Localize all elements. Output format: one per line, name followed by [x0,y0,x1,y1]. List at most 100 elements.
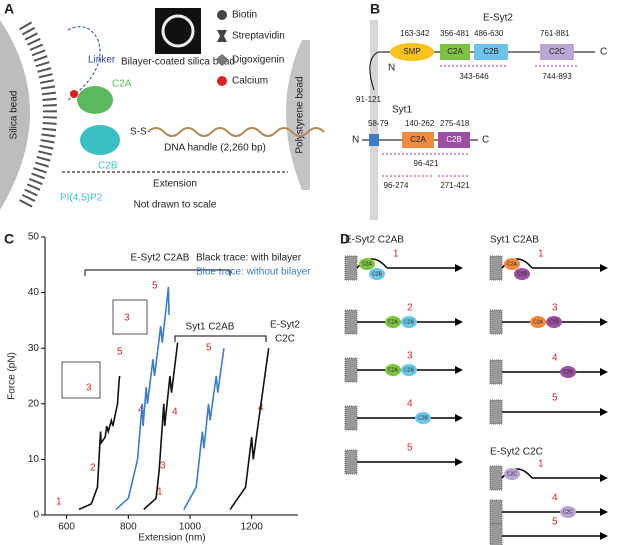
x-tick-label: 800 [120,522,137,533]
bracket [174,335,267,342]
annotation: E-Syt2 C2AB [131,253,190,264]
state-label: 4 [552,353,558,364]
trace [183,348,225,510]
range: 58-79 [368,119,389,128]
bead-caption: Bilayer-coated silica bead [121,57,235,68]
legend-icon [217,30,227,42]
domain [438,132,470,148]
panel-a: A Silica bead Polystyrene bead Linker C2… [0,1,325,211]
domain [514,268,530,280]
group-title: Syt1 C2AB [490,235,539,246]
panel-label: B [370,1,380,17]
membrane [344,357,358,383]
construct-label: 96-421 [414,159,439,168]
domain-label: C2A [447,47,463,56]
panel-b: B E-Syt2 163-342 356-481 486-630 761-881… [352,1,607,220]
domain [401,316,417,328]
state-label: 3 [552,303,558,314]
terminus: C [482,135,489,146]
arrowhead [455,458,463,466]
domain [504,468,520,480]
dna-handle [147,127,325,137]
domain-label: C2A [507,261,517,267]
annotation: Blue trace: without bilayer [196,267,311,278]
domain-label: C2B [517,271,527,277]
range: 356-481 [440,29,470,38]
pip-label: PI(4,5)P2 [60,193,103,204]
membrane [489,465,503,491]
dna-label: DNA handle (2,260 bp) [164,143,266,154]
annotation: Syt1 C2AB [186,322,235,333]
annotation: C2C [275,334,295,345]
domain-label: C2B [404,367,414,373]
arrowhead [455,264,463,272]
domain-label: C2B [404,319,414,325]
domain-label: C2A [410,135,426,144]
construct-label: 744-893 [542,72,572,81]
annotation: E-Syt2 [270,320,300,331]
arrowhead [600,368,608,376]
state-label: 5 [552,517,558,528]
domain [401,364,417,376]
range: 163-342 [400,29,430,38]
bracket [84,269,231,276]
note: Not drawn to scale [134,200,217,211]
x-axis-label: Extension (nm) [138,533,205,544]
state-label: 3 [160,461,166,472]
state-label: 4 [407,399,413,410]
domain [359,258,375,270]
membrane [489,399,503,425]
domain-label: C2A [388,367,398,373]
domain-label: C2B [549,319,559,325]
membrane [489,523,503,545]
domain [560,366,576,378]
arrowhead [600,264,608,272]
domain [540,44,574,60]
group-title: E-Syt2 C2C [490,447,543,458]
membrane [489,359,503,385]
arrowhead [455,318,463,326]
domain-label: C2B [446,135,462,144]
state-label: 4 [552,493,558,504]
x-tick-label: 1000 [179,522,202,533]
arrowhead [600,508,608,516]
range: 761-881 [540,29,570,38]
y-tick-label: 40 [28,287,40,298]
membrane [489,309,503,335]
membrane [344,255,358,281]
arrowhead [455,414,463,422]
state-label: 5 [407,443,413,454]
membrane [370,20,378,220]
y-tick-label: 30 [28,343,40,354]
state-label: 5 [206,343,212,354]
state-label: 3 [407,351,413,362]
bead-ring [161,14,195,48]
range: 140-262 [405,119,435,128]
c2b-domain [80,125,120,155]
construct-label: 343-646 [459,72,489,81]
state-label: 4 [172,407,178,418]
membrane [344,449,358,475]
legend-text: Digoxigenin [232,55,284,66]
panel-label: C [4,231,14,247]
calcium [70,90,78,98]
silica-bead [0,20,30,210]
terminus: N [352,135,359,146]
linker-label: Linker [88,55,116,66]
state-label: 1 [157,487,163,498]
annotation: Black trace: with bilayer [196,253,302,264]
legend-icon [217,54,227,66]
state-label: 1 [393,249,399,260]
state-label: 2 [407,303,413,314]
arrowhead [600,532,608,540]
domain-label: C2A [362,261,372,267]
arrowhead [600,408,608,416]
domain [385,364,401,376]
domain-label: C2C [549,47,565,56]
protein-name: E-Syt2 [483,13,513,24]
domain-label: C2A [388,319,398,325]
construct-label: 96-274 [384,181,409,190]
extension-label: Extension [153,179,197,190]
